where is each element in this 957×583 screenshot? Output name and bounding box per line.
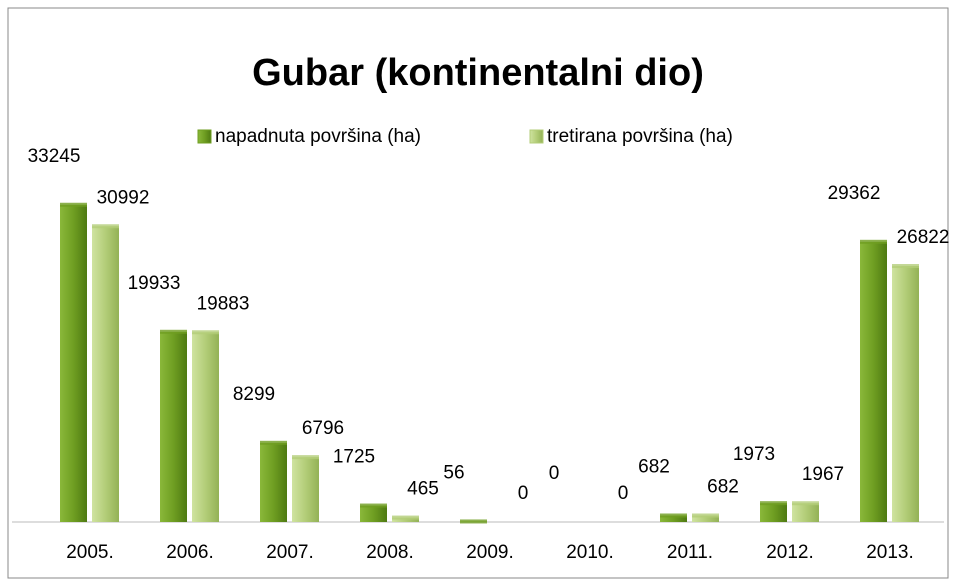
bar	[260, 442, 287, 522]
data-label: 56	[443, 462, 464, 483]
data-label: 682	[638, 457, 670, 478]
bar-top	[892, 264, 919, 269]
bar	[860, 241, 887, 523]
data-label: 0	[618, 483, 629, 504]
bar	[760, 503, 787, 522]
legend-swatch	[197, 129, 212, 144]
bar	[192, 332, 219, 522]
legend-swatch	[529, 129, 544, 144]
data-label: 19933	[128, 273, 181, 294]
x-tick-label: 2009.	[466, 542, 514, 563]
bar-top	[360, 503, 387, 508]
x-tick-label: 2006.	[166, 542, 214, 563]
bar	[360, 505, 387, 522]
data-label: 30992	[97, 187, 150, 208]
bar-top	[692, 513, 719, 518]
bar-top	[60, 202, 87, 207]
bar	[792, 503, 819, 522]
bar-top	[860, 239, 887, 244]
x-tick-label: 2005.	[66, 542, 114, 563]
data-label: 33245	[28, 146, 81, 167]
data-label: 8299	[233, 384, 275, 405]
bar	[392, 517, 419, 522]
bar-top	[292, 455, 319, 460]
bar-top	[660, 513, 687, 518]
data-label: 0	[549, 463, 560, 484]
data-label: 1967	[802, 464, 844, 485]
bar	[660, 515, 687, 522]
bar-top	[192, 330, 219, 335]
x-tick-label: 2010.	[566, 542, 614, 563]
data-label: 1725	[333, 447, 375, 468]
data-label: 1973	[733, 444, 775, 465]
bar-top	[760, 501, 787, 506]
bar-top	[92, 224, 119, 229]
data-label: 29362	[828, 183, 881, 204]
bar	[60, 204, 87, 522]
data-label: 26822	[897, 227, 950, 248]
bar-top	[460, 519, 487, 524]
bar	[292, 457, 319, 522]
x-tick-label: 2008.	[366, 542, 414, 563]
bar	[160, 331, 187, 522]
data-label: 19883	[197, 293, 250, 314]
x-tick-label: 2011.	[667, 542, 713, 563]
data-label: 465	[407, 479, 439, 500]
frame	[7, 7, 949, 579]
x-tick-label: 2013.	[866, 542, 914, 563]
bar	[892, 266, 919, 522]
bar-top	[392, 515, 419, 520]
legend-label: tretirana površina (ha)	[547, 126, 733, 147]
bar-top	[792, 501, 819, 506]
bar-top	[260, 440, 287, 445]
data-label: 682	[707, 477, 739, 498]
legend-label: napadnuta površina (ha)	[215, 126, 421, 147]
x-tick-label: 2012.	[766, 542, 814, 563]
bar	[692, 515, 719, 522]
data-label: 6796	[302, 418, 344, 439]
chart-title: Gubar (kontinentalni dio)	[252, 52, 704, 94]
x-tick-label: 2007.	[266, 542, 314, 563]
bar-top	[160, 329, 187, 334]
bar	[92, 226, 119, 522]
data-label: 0	[518, 483, 529, 504]
